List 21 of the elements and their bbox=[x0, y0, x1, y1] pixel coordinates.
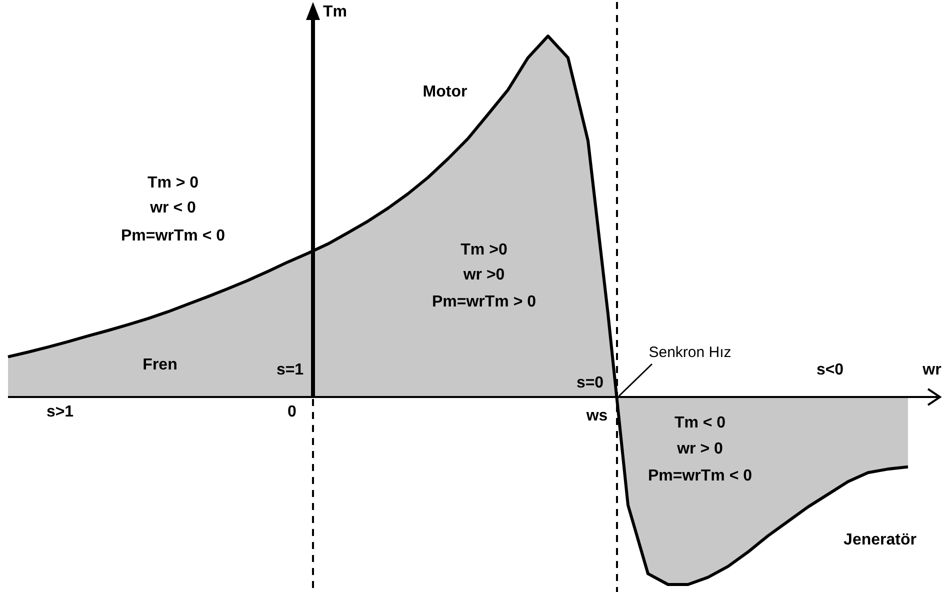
annotation: wr > 0 bbox=[676, 440, 723, 458]
annotation: Senkron Hız bbox=[648, 344, 732, 362]
annotation: Jeneratör bbox=[844, 531, 916, 548]
annotation: Pm=wrTm < 0 bbox=[648, 467, 752, 484]
annotation: Tm > 0 bbox=[147, 174, 199, 192]
y-axis-title: Tm bbox=[323, 3, 347, 20]
x-axis-title: wr bbox=[922, 361, 942, 378]
annotation: 0 bbox=[288, 403, 297, 420]
annotation: Fren bbox=[142, 356, 178, 374]
annotation: s=1 bbox=[276, 361, 304, 378]
annotation: wr >0 bbox=[462, 266, 505, 284]
annotation: Tm < 0 bbox=[674, 414, 726, 432]
annotation: Pm=wrTm > 0 bbox=[432, 293, 536, 310]
annotation: Motor bbox=[422, 83, 468, 100]
annotation: wr < 0 bbox=[149, 199, 196, 216]
annotation: Tm >0 bbox=[460, 241, 508, 258]
annotation: Pm=wrTm < 0 bbox=[120, 227, 226, 244]
annotation: s<0 bbox=[816, 361, 844, 378]
annotation: s=0 bbox=[576, 374, 604, 392]
annotation: s>1 bbox=[46, 403, 74, 420]
annotation: ws bbox=[585, 407, 608, 424]
